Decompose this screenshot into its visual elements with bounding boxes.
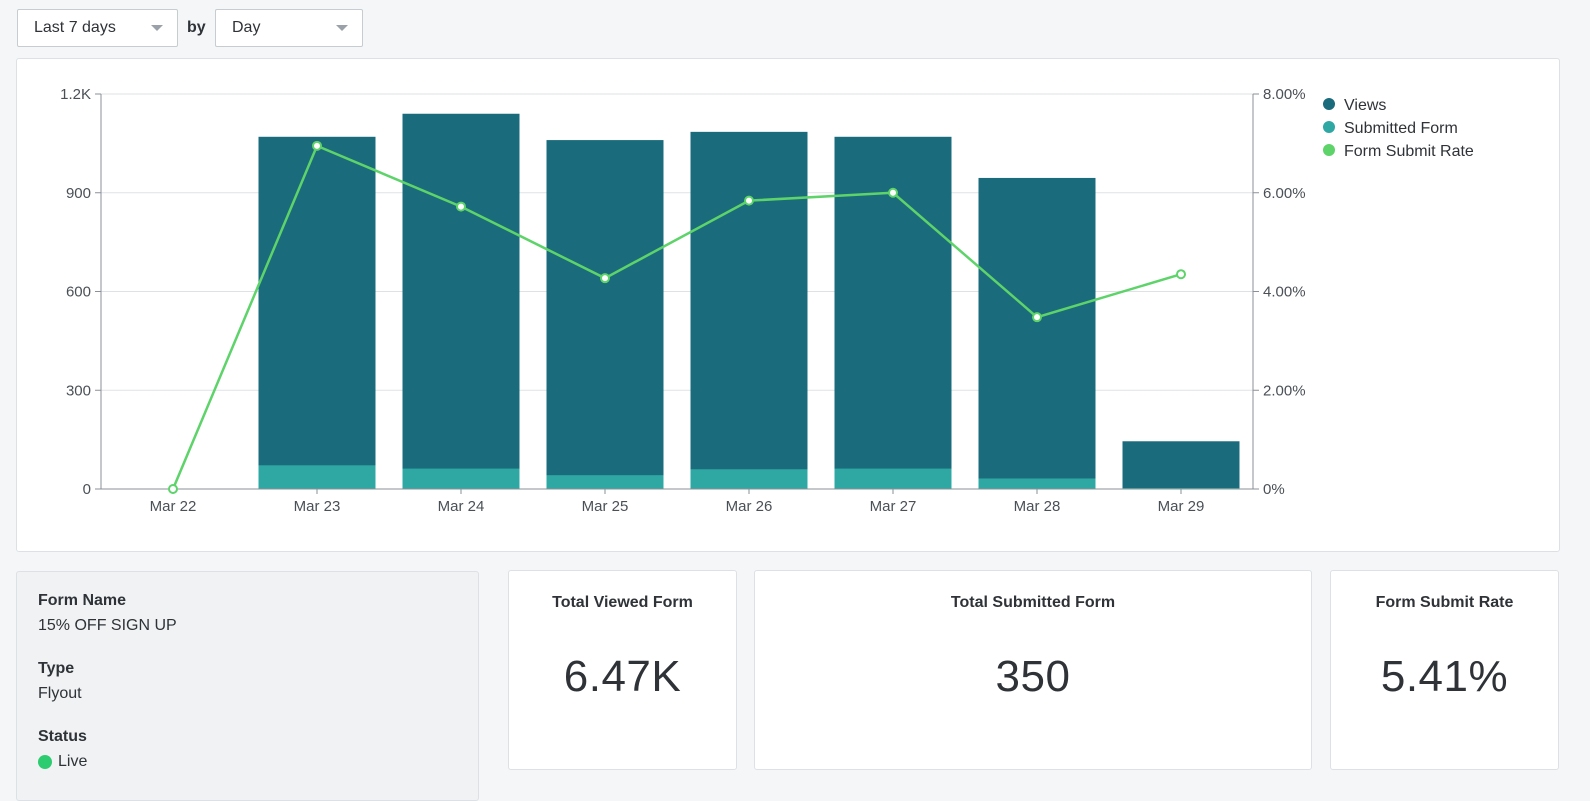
submit-rate-point xyxy=(456,201,466,212)
y-right-tick-label: 6.00% xyxy=(1263,185,1306,202)
legend-label: Form Submit Rate xyxy=(1344,143,1474,160)
legend-swatch xyxy=(1323,98,1335,110)
legend-label: Views xyxy=(1344,97,1386,114)
submitted-bar xyxy=(834,468,952,489)
submit-rate-point xyxy=(600,273,610,284)
submitted-bar xyxy=(978,478,1096,489)
legend-swatch xyxy=(1323,121,1335,133)
submit-rate-line xyxy=(171,144,1182,490)
submit-rate-point xyxy=(744,195,754,206)
form-info-panel: Form Name 15% OFF SIGN UP Type Flyout St… xyxy=(16,571,479,801)
submit-rate-point xyxy=(1176,269,1186,280)
form-name-label: Form Name xyxy=(38,592,127,609)
x-tick-label: Mar 22 xyxy=(150,498,197,515)
x-tick-label: Mar 24 xyxy=(438,498,485,515)
total-viewed-value: 6.47K xyxy=(563,652,682,701)
legend-swatch xyxy=(1323,144,1335,156)
status-label: Status xyxy=(38,728,87,745)
total-viewed-card: Total Viewed Form 6.47K xyxy=(508,570,737,770)
submit-rate-value: 5.41% xyxy=(1380,652,1509,701)
submit-rate-title: Form Submit Rate xyxy=(1375,594,1514,611)
interval-value: Day xyxy=(232,19,261,36)
total-submitted-title: Total Submitted Form xyxy=(950,594,1116,611)
views-submissions-chart: 0 300 600 900 1.2K 0% 2.00% 4.00% 6.00% 8.00% Mar … xyxy=(60,86,1474,515)
interval-select[interactable]: Day xyxy=(215,9,363,47)
form-name-value: 15% OFF SIGN UP xyxy=(38,617,177,634)
x-tick-label: Mar 26 xyxy=(726,498,773,515)
views-bar xyxy=(1122,441,1240,489)
y-left-tick-label: 1.2K xyxy=(60,86,91,103)
chevron-down-icon xyxy=(151,25,163,31)
status-dot-icon xyxy=(38,755,52,769)
submit-rate-point xyxy=(312,140,322,151)
views-bar xyxy=(690,131,808,489)
y-right-tick-label: 2.00% xyxy=(1263,382,1306,399)
y-left-tick-label: 600 xyxy=(66,284,91,301)
y-left-tick-label: 300 xyxy=(66,382,91,399)
submitted-bar xyxy=(546,475,664,489)
views-bar xyxy=(546,140,664,489)
chevron-down-icon xyxy=(336,25,348,31)
type-value: Flyout xyxy=(38,685,82,702)
x-tick-label: Mar 23 xyxy=(294,498,341,515)
views-bar xyxy=(402,113,520,489)
date-range-select[interactable]: Last 7 days xyxy=(17,9,178,47)
by-label: by xyxy=(187,19,206,36)
x-tick-label: Mar 29 xyxy=(1158,498,1205,515)
submitted-bar xyxy=(690,469,808,489)
y-left-tick-label: 0 xyxy=(83,481,91,498)
submit-rate-point xyxy=(888,187,898,198)
views-bar xyxy=(978,177,1096,489)
y-right-tick-label: 0% xyxy=(1263,481,1285,498)
x-tick-label: Mar 28 xyxy=(1014,498,1061,515)
total-viewed-title: Total Viewed Form xyxy=(552,594,693,611)
x-tick-label: Mar 27 xyxy=(870,498,917,515)
total-submitted-card: Total Submitted Form 350 xyxy=(754,570,1312,770)
submit-rate-point xyxy=(168,484,178,494)
x-tick-label: Mar 25 xyxy=(582,498,629,515)
status-value: Live xyxy=(58,753,88,770)
date-range-value: Last 7 days xyxy=(34,19,116,36)
submitted-bar xyxy=(402,468,520,489)
submitted-bar xyxy=(258,465,376,489)
legend-label: Submitted Form xyxy=(1344,120,1458,137)
y-right-tick-label: 4.00% xyxy=(1263,284,1306,301)
chart-card: 0 300 600 900 1.2K 0% 2.00% 4.00% 6.00% 8.00% Mar … xyxy=(16,58,1560,552)
total-submitted-value: 350 xyxy=(995,652,1071,701)
submit-rate-card: Form Submit Rate 5.41% xyxy=(1330,570,1559,770)
submit-rate-point xyxy=(1032,312,1042,323)
status-row: Live xyxy=(38,753,457,771)
y-right-tick-label: 8.00% xyxy=(1263,86,1306,103)
y-left-tick-label: 900 xyxy=(66,185,91,202)
type-label: Type xyxy=(38,660,75,677)
views-bar xyxy=(258,136,376,489)
